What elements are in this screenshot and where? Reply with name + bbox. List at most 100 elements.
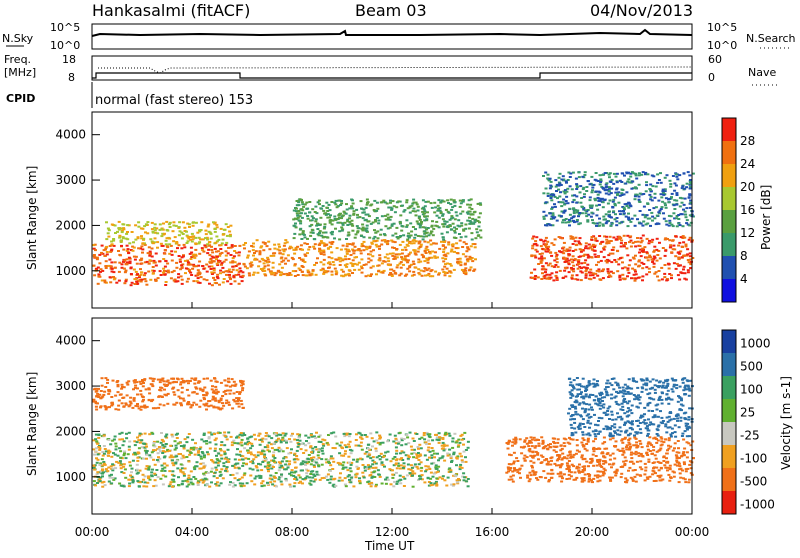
power-cell	[327, 270, 330, 272]
velocity-cell	[151, 469, 154, 471]
velocity-cell	[114, 408, 117, 410]
power-cell	[616, 173, 619, 175]
power-cell	[192, 238, 195, 240]
power-cell	[114, 261, 117, 263]
power-cell	[395, 227, 398, 229]
power-cell	[626, 254, 629, 256]
velocity-cell	[134, 444, 137, 446]
power-cell	[676, 225, 679, 227]
velocity-cell	[621, 466, 624, 468]
velocity-cell	[165, 385, 168, 387]
power-cell	[464, 263, 467, 265]
velocity-cell	[180, 463, 183, 465]
power-cell	[367, 214, 370, 216]
velocity-cell	[403, 485, 406, 487]
velocity-cell	[184, 468, 187, 470]
power-cell	[220, 228, 223, 230]
velocity-cell	[304, 461, 307, 463]
power-cell	[298, 268, 301, 270]
power-cell	[162, 258, 165, 260]
velocity-cell	[210, 481, 213, 483]
power-cell	[666, 238, 669, 240]
power-cell	[331, 223, 334, 225]
power-colorbar-tick: 8	[740, 249, 748, 263]
power-cell	[344, 258, 347, 260]
velocity-cell	[186, 389, 189, 391]
velocity-cell	[249, 447, 252, 449]
velocity-cell	[533, 437, 536, 439]
power-cell	[132, 250, 135, 252]
power-cell	[641, 275, 644, 277]
velocity-cell	[382, 442, 385, 444]
power-cell	[612, 237, 615, 239]
velocity-cell	[378, 435, 381, 437]
power-cell	[554, 264, 557, 266]
power-cell	[192, 235, 195, 237]
velocity-cell	[453, 483, 456, 485]
velocity-cell	[321, 450, 324, 452]
power-cell	[440, 201, 443, 203]
power-cell	[651, 216, 654, 218]
power-cell	[677, 257, 680, 259]
power-cell	[555, 256, 558, 258]
power-cell	[422, 226, 425, 228]
velocity-cell	[142, 458, 145, 460]
velocity-cell	[152, 485, 155, 487]
power-cell	[565, 182, 568, 184]
power-cell	[278, 263, 281, 265]
velocity-cell	[282, 432, 285, 434]
power-cell	[277, 248, 280, 250]
power-cell	[266, 257, 269, 259]
power-cell	[686, 183, 689, 185]
velocity-cell	[437, 439, 440, 441]
power-cell	[574, 258, 577, 260]
power-cell	[184, 260, 187, 262]
velocity-cell	[95, 406, 98, 408]
velocity-cell	[241, 439, 244, 441]
power-cell	[592, 272, 595, 274]
power-cell	[381, 262, 384, 264]
power-cell	[558, 196, 561, 198]
velocity-cell	[379, 476, 382, 478]
velocity-cell	[431, 447, 434, 449]
power-cell	[612, 183, 615, 185]
power-cell	[474, 243, 477, 245]
velocity-cell	[227, 402, 230, 404]
power-cell	[627, 178, 630, 180]
velocity-cell	[366, 456, 369, 458]
velocity-cell	[449, 469, 452, 471]
power-cell	[283, 245, 286, 247]
power-cell	[183, 244, 186, 246]
velocity-cell	[179, 384, 182, 386]
power-cell	[110, 241, 113, 243]
power-cell	[151, 248, 154, 250]
power-cell	[200, 276, 203, 278]
power-cell	[689, 255, 692, 257]
power-cell	[686, 253, 689, 255]
velocity-cell	[435, 477, 438, 479]
power-cell	[651, 185, 654, 187]
power-cell	[257, 265, 260, 267]
velocity-cell	[146, 465, 149, 467]
power-cell	[189, 253, 192, 255]
velocity-cell	[94, 438, 97, 440]
velocity-cell	[118, 400, 121, 402]
velocity-cell	[366, 436, 369, 438]
power-cell	[284, 257, 287, 259]
velocity-cell	[107, 455, 110, 457]
velocity-cell	[384, 452, 387, 454]
power-cell	[571, 274, 574, 276]
power-cell	[332, 261, 335, 263]
power-cell	[685, 207, 688, 209]
power-cell	[453, 269, 456, 271]
power-cell	[352, 252, 355, 254]
power-cell	[563, 250, 566, 252]
velocity-cell	[159, 478, 162, 480]
power-cell	[549, 178, 552, 180]
velocity-cell	[262, 480, 265, 482]
velocity-cell	[121, 402, 124, 404]
velocity-cell	[120, 485, 123, 487]
power-cell	[252, 274, 255, 276]
power-cell	[641, 267, 644, 269]
velocity-cell	[180, 404, 183, 406]
